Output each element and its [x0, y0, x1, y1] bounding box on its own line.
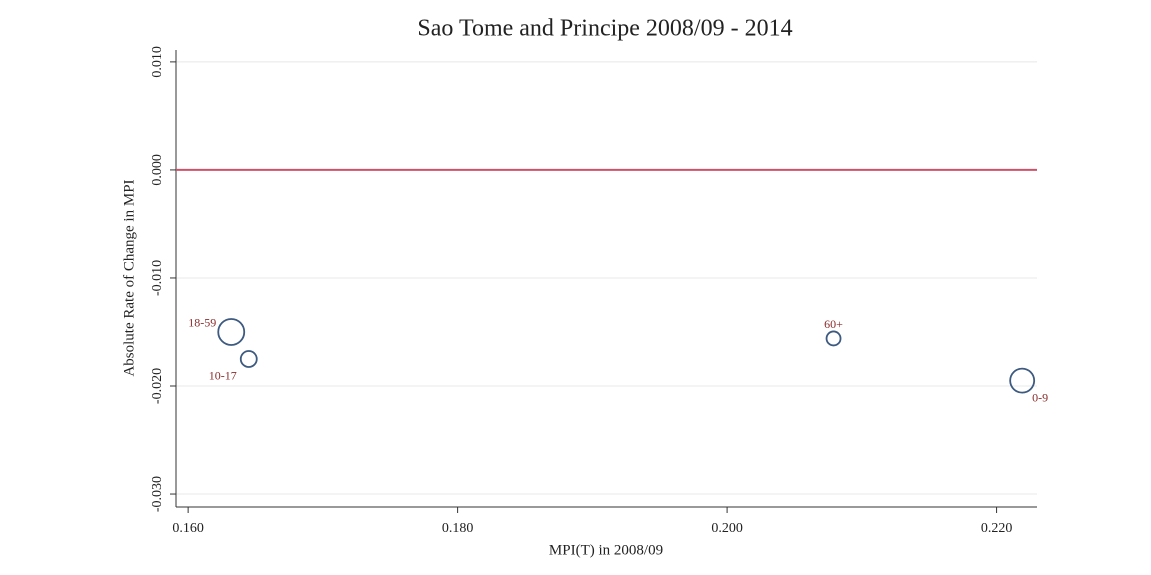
- x-tick-label: 0.200: [711, 521, 743, 536]
- y-tick-label: -0.010: [150, 260, 165, 296]
- y-tick-label: 0.000: [150, 154, 165, 186]
- point-label: 10-17: [209, 369, 237, 383]
- x-tick-label: 0.220: [981, 521, 1013, 536]
- chart-title: Sao Tome and Principe 2008/09 - 2014: [417, 16, 792, 42]
- y-tick-label: -0.030: [150, 476, 165, 512]
- point-label: 0-9: [1032, 390, 1048, 404]
- point-label: 60+: [824, 317, 843, 331]
- x-tick-label: 0.180: [442, 521, 474, 536]
- y-axis-label: Absolute Rate of Change in MPI: [121, 179, 137, 376]
- x-axis-label: MPI(T) in 2008/09: [549, 542, 663, 558]
- y-tick-label: -0.020: [150, 368, 165, 404]
- bubble: [239, 350, 258, 368]
- point-label: 18-59: [188, 316, 216, 330]
- bubble: [825, 330, 842, 347]
- bubble: [217, 318, 246, 346]
- y-tick-label: 0.010: [150, 46, 165, 77]
- x-tick-label: 0.160: [172, 521, 204, 536]
- bubble: [1009, 367, 1036, 394]
